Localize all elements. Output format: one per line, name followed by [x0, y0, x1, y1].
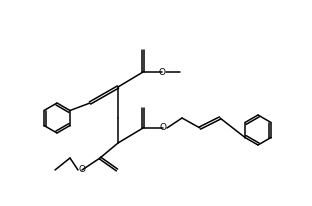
Text: O: O [159, 124, 167, 132]
Text: O: O [79, 165, 85, 174]
Text: O: O [158, 68, 165, 76]
